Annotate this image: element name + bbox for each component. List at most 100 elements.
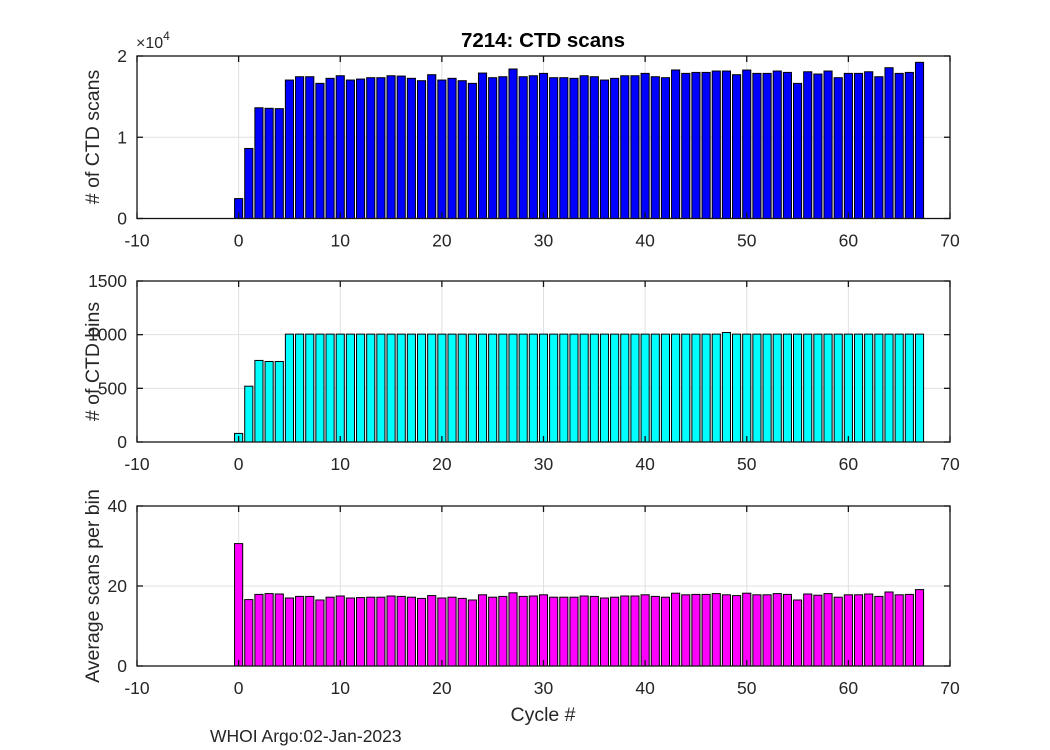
bar: [427, 74, 437, 219]
x-tick-label: 70: [940, 678, 960, 698]
bar: [833, 333, 843, 443]
bar: [762, 72, 772, 219]
bar: [671, 592, 681, 667]
bar: [305, 595, 315, 667]
bar: [620, 595, 630, 667]
x-tick-label: -10: [124, 678, 150, 698]
bar: [782, 71, 792, 219]
bar: [376, 77, 386, 219]
bar: [599, 333, 610, 443]
bar: [315, 82, 325, 219]
bar: [630, 595, 640, 667]
bar: [701, 71, 711, 219]
y-tick-label: 1000: [88, 325, 127, 345]
bar: [660, 333, 671, 443]
bar: [477, 594, 488, 667]
bar: [640, 333, 650, 443]
x-tick-label: 70: [940, 454, 960, 474]
bar: [762, 594, 772, 667]
bar: [742, 592, 752, 667]
bar: [864, 333, 874, 443]
bar: [488, 333, 498, 443]
bar: [660, 77, 671, 219]
bar: [295, 333, 305, 443]
bar: [416, 333, 427, 443]
bar: [721, 594, 731, 667]
bar: [356, 333, 366, 443]
bar: [508, 592, 518, 667]
bar: [437, 333, 447, 443]
x-tick-label: 50: [737, 231, 757, 251]
x-tick-label: 10: [331, 231, 351, 251]
bar: [437, 79, 447, 219]
bar: [569, 596, 579, 667]
bar: [386, 75, 396, 219]
bar: [681, 333, 691, 443]
bar: [803, 593, 813, 667]
x-tick-label: 30: [534, 231, 554, 251]
x-tick-label: 60: [839, 678, 859, 698]
bar: [610, 596, 620, 667]
bar: [762, 333, 772, 443]
bar: [406, 333, 416, 443]
bar: [732, 74, 742, 219]
bar: [904, 333, 914, 443]
bar: [498, 76, 508, 219]
bar: [894, 594, 904, 667]
figure-title: 7214: CTD scans: [461, 29, 625, 52]
bar: [447, 333, 457, 443]
bar: [488, 77, 498, 219]
bar: [477, 333, 488, 443]
bar: [660, 596, 671, 667]
bar: [914, 61, 925, 220]
bar: [589, 595, 599, 667]
bar: [589, 333, 599, 443]
bar: [640, 594, 650, 667]
bar: [386, 333, 396, 443]
bar: [467, 599, 477, 667]
bar: [599, 597, 610, 667]
x-tick-label: 10: [331, 678, 351, 698]
bar: [345, 79, 355, 219]
bar: [457, 333, 467, 443]
bar: [610, 77, 620, 219]
x-tick-label: 50: [737, 454, 757, 474]
bar: [549, 77, 559, 219]
bar: [437, 597, 447, 667]
bar: [569, 77, 579, 219]
bar: [325, 596, 335, 667]
bar: [823, 333, 833, 443]
x-tick-label: 30: [534, 454, 554, 474]
bar: [579, 595, 589, 667]
bar: [894, 72, 904, 219]
bar: [782, 593, 792, 667]
bar: [477, 72, 488, 219]
bar: [640, 72, 650, 219]
bar: [833, 596, 843, 667]
bar: [853, 72, 864, 219]
bar: [691, 333, 701, 443]
bar: [813, 594, 823, 667]
bar: [620, 333, 630, 443]
bar: [579, 75, 589, 219]
bar: [366, 333, 376, 443]
x-axis-label: Cycle #: [510, 704, 575, 726]
bar: [884, 67, 894, 219]
x-tick-label: 50: [737, 678, 757, 698]
y-tick-label: 0: [117, 656, 127, 676]
bar: [498, 595, 508, 667]
ctd-bins-bars: [234, 332, 925, 443]
bar: [518, 333, 528, 443]
bar: [793, 82, 803, 219]
bar: [264, 361, 274, 443]
bar: [904, 593, 914, 667]
bar: [853, 333, 864, 443]
y-tick-label: 40: [108, 496, 128, 516]
x-tick-label: 20: [432, 454, 452, 474]
bar: [416, 80, 427, 219]
bar: [904, 71, 914, 219]
bar: [244, 599, 254, 667]
x-tick-label: 40: [635, 678, 655, 698]
